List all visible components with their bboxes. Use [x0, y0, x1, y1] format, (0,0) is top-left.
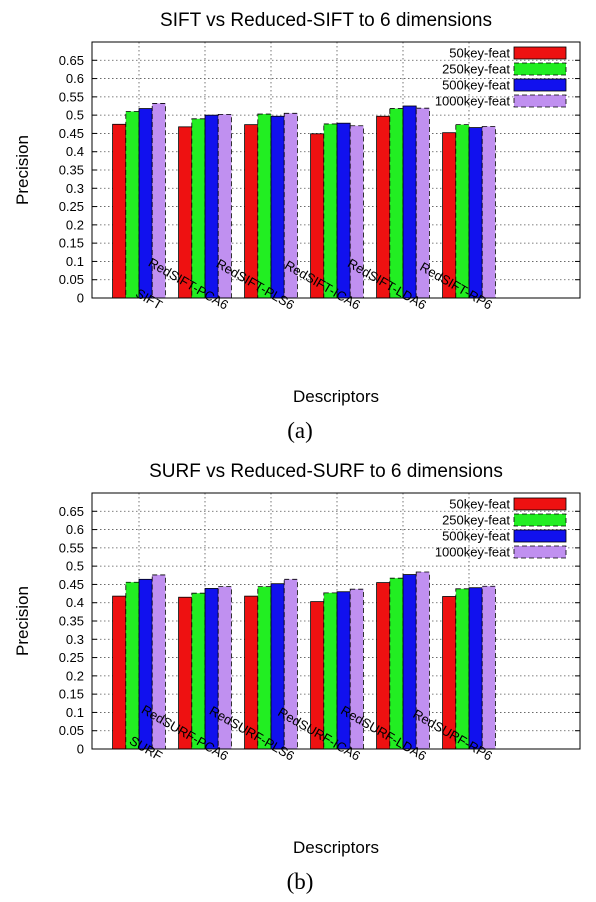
y-tick-label: 0.4 [66, 595, 84, 610]
y-tick-label: 0.45 [59, 126, 84, 141]
chart-title: SIFT vs Reduced-SIFT to 6 dimensions [160, 10, 492, 31]
x-axis-label: Descriptors [293, 838, 379, 857]
legend-swatch-250key-feat [513, 62, 567, 76]
chart-sift: SIFT vs Reduced-SIFT to 6 dimensions 0 0.0… [13, 10, 581, 443]
figure-caption: (b) [287, 869, 314, 894]
y-tick-label: 0.65 [59, 504, 84, 519]
bar-50key-feat-SURF [112, 595, 127, 750]
legend-swatch-250key-feat [513, 513, 567, 527]
figure-caption: (a) [287, 418, 313, 443]
legend-label: 50key-feat [449, 46, 510, 61]
y-tick-label: 0.15 [59, 236, 84, 251]
bar-250key-feat-RedSURF-LDA6 [389, 577, 404, 750]
bar-500key-feat-RedSURF-ICA6 [336, 591, 351, 750]
legend-swatch-50key-feat [513, 497, 567, 511]
bar-250key-feat-RedSURF-PLS6 [257, 586, 272, 750]
legend-swatch-500key-feat [513, 78, 567, 92]
y-tick-label: 0 [77, 742, 84, 757]
y-tick-label: 0.6 [66, 522, 84, 537]
y-tick-label: 0.05 [59, 272, 84, 287]
legend-label: 50key-feat [449, 497, 510, 512]
bar-250key-feat-RedSIFT-RP6 [455, 124, 470, 299]
y-axis-label: Precision [13, 135, 32, 205]
bar-500key-feat-RedSIFT-PCA6 [204, 114, 219, 299]
x-axis-label: Descriptors [293, 387, 379, 406]
y-tick-label: 0.2 [66, 668, 84, 683]
y-tick-label: 0.1 [66, 254, 84, 269]
y-tick-label: 0.05 [59, 723, 84, 738]
bar-1000key-feat-RedSURF-PLS6 [283, 578, 298, 750]
bar-1000key-feat-RedSURF-PCA6 [217, 586, 232, 750]
bar-500key-feat-RedSIFT-PLS6 [270, 115, 285, 299]
legend-label: 1000key-feat [435, 545, 511, 560]
bar-250key-feat-RedSIFT-LDA6 [389, 108, 404, 299]
legend-label: 500key-feat [442, 78, 510, 93]
y-tick-label: 0.2 [66, 217, 84, 232]
y-tick-label: 0.55 [59, 540, 84, 555]
bar-250key-feat-RedSIFT-PLS6 [257, 113, 272, 299]
bar-250key-feat-SIFT [125, 111, 140, 299]
legend-label: 250key-feat [442, 513, 510, 528]
bar-1000key-feat-SIFT [151, 103, 166, 299]
y-tick-label: 0.3 [66, 181, 84, 196]
bar-500key-feat-RedSURF-PLS6 [270, 583, 285, 750]
legend-swatch-1000key-feat [513, 94, 567, 108]
y-tick-label: 0.35 [59, 163, 84, 178]
y-tick-label: 0 [77, 291, 84, 306]
bar-250key-feat-RedSURF-ICA6 [323, 592, 338, 750]
y-tick-label: 0.35 [59, 614, 84, 629]
bar-250key-feat-RedSIFT-PCA6 [191, 118, 206, 299]
bar-500key-feat-RedSURF-LDA6 [402, 574, 417, 750]
y-tick-label: 0.6 [66, 71, 84, 86]
bar-500key-feat-RedSIFT-RP6 [468, 127, 483, 299]
bar-250key-feat-RedSURF-PCA6 [191, 592, 206, 750]
bar-500key-feat-SURF [138, 578, 153, 750]
y-axis-label: Precision [13, 586, 32, 656]
bar-500key-feat-RedSURF-PCA6 [204, 588, 219, 750]
bar-50key-feat-SIFT [112, 123, 127, 299]
y-tick-label: 0.55 [59, 89, 84, 104]
y-tick-label: 0.25 [59, 199, 84, 214]
y-tick-label: 0.5 [66, 559, 84, 574]
bar-500key-feat-RedSURF-RP6 [468, 587, 483, 750]
bar-250key-feat-SURF [125, 581, 140, 750]
legend-label: 250key-feat [442, 62, 510, 77]
bar-500key-feat-RedSIFT-LDA6 [402, 105, 417, 299]
y-tick-label: 0.65 [59, 53, 84, 68]
y-tick-label: 0.45 [59, 577, 84, 592]
chart-surf: SURF vs Reduced-SURF to 6 dimensions 0 0.0… [13, 461, 581, 894]
y-tick-label: 0.25 [59, 650, 84, 665]
y-tick-label: 0.1 [66, 705, 84, 720]
bar-250key-feat-RedSURF-RP6 [455, 588, 470, 750]
y-tick-label: 0.3 [66, 632, 84, 647]
y-tick-label: 0.15 [59, 687, 84, 702]
plot-frame [91, 41, 581, 299]
y-tick-label: 0.4 [66, 144, 84, 159]
legend-label: 500key-feat [442, 529, 510, 544]
bar-500key-feat-RedSIFT-ICA6 [336, 122, 351, 299]
legend-swatch-50key-feat [513, 46, 567, 60]
legend-swatch-1000key-feat [513, 545, 567, 559]
chart-title: SURF vs Reduced-SURF to 6 dimensions [149, 461, 503, 482]
bar-250key-feat-RedSIFT-ICA6 [323, 123, 338, 299]
bar-1000key-feat-RedSURF-RP6 [481, 585, 496, 750]
y-tick-label: 0.5 [66, 108, 84, 123]
plot-frame [91, 492, 581, 750]
bar-1000key-feat-RedSIFT-RP6 [481, 126, 496, 299]
legend-swatch-500key-feat [513, 529, 567, 543]
legend-label: 1000key-feat [435, 94, 511, 109]
